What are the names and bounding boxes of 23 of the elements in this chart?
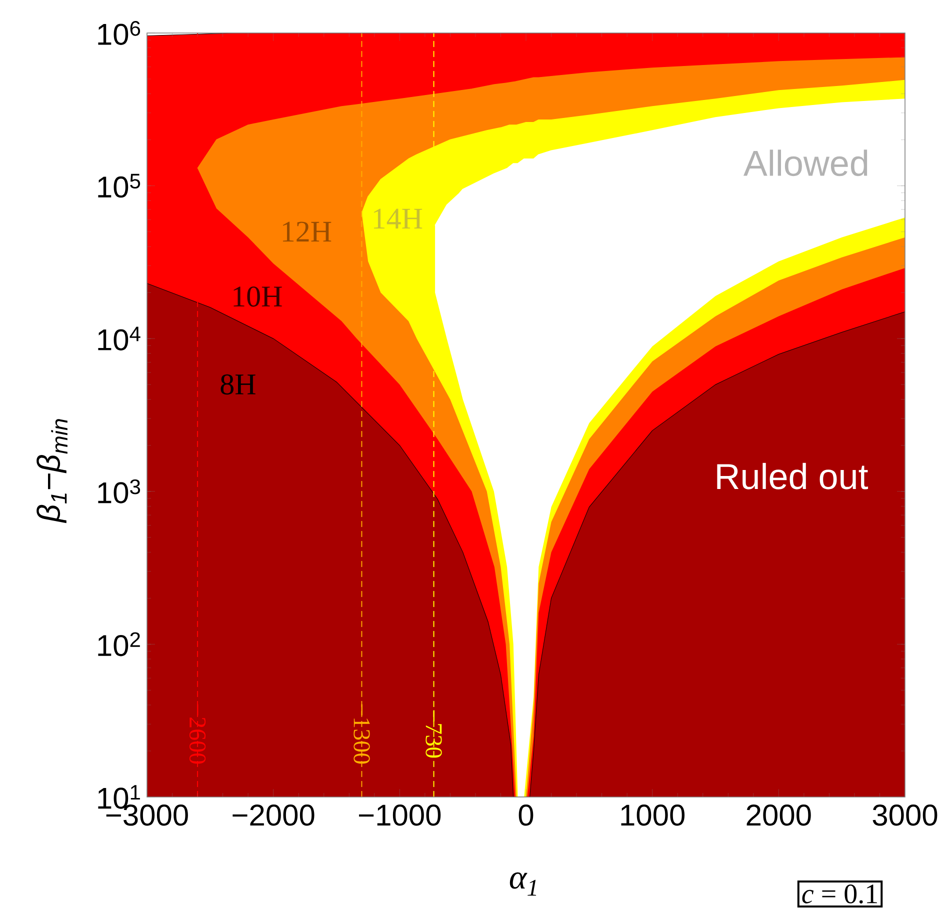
y-tick-label: 10$^{2}$ (98, 632, 140, 656)
annotation: 12H (282, 222, 332, 242)
x-tick-label: 0 (518, 804, 534, 826)
x-tick-label: 1000 (621, 804, 685, 826)
x-tick-label: 2000 (746, 804, 811, 826)
x-tick-label: 3000 (872, 804, 938, 826)
annotation: 14H (374, 208, 422, 229)
y-axis-title: β$_{1}$−β$_{min}$ (36, 419, 68, 524)
annotation: Allowed (743, 150, 868, 176)
x-tick-label: −2000 (232, 804, 314, 826)
ref-line-label: −1300 (354, 704, 370, 764)
y-tick-label: 10$^{4}$ (98, 326, 140, 350)
annotation: 8H (220, 374, 256, 395)
x-axis-title: α$_{1}$ (510, 872, 536, 896)
y-tick-label: 10$^{6}$ (98, 21, 140, 45)
annotation: 10H (234, 286, 282, 307)
x-tick-label: −1000 (359, 804, 441, 826)
y-tick-label: 10$^{5}$ (98, 174, 140, 198)
ref-line-label: −730 (426, 710, 442, 758)
annotation: Ruled out (717, 462, 868, 490)
y-tick-label: 10$^{3}$ (98, 479, 140, 504)
text: c = 0.1 (802, 884, 877, 904)
ref-line-label: −2600 (189, 704, 206, 764)
